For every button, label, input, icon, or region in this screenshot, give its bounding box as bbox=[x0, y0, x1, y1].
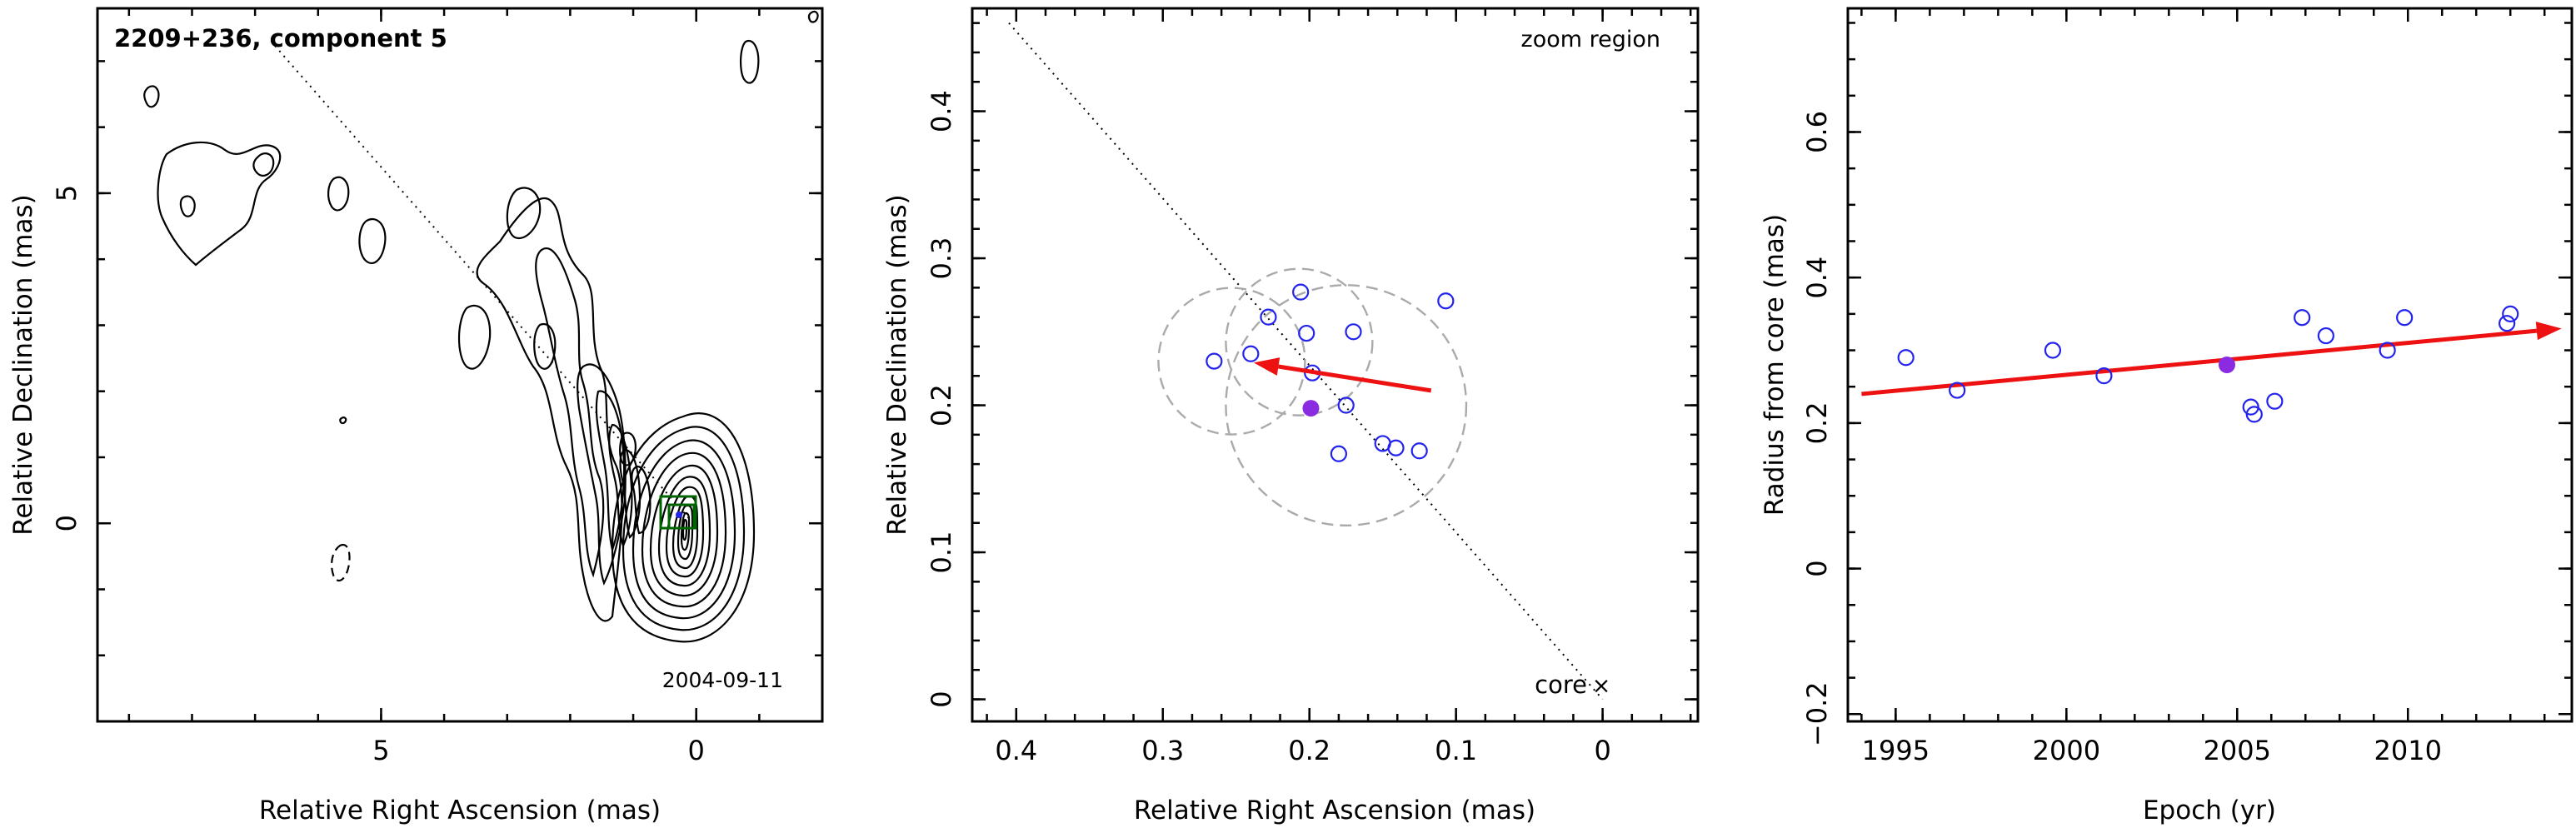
x-tick-label: 5 bbox=[372, 735, 389, 766]
core-marker: × bbox=[1592, 673, 1611, 699]
x-tick-label: 0.4 bbox=[995, 735, 1037, 766]
axis-ticks: 1995 2000 2005 2010 −0.2 0 0.2 0.4 0.6 bbox=[1801, 8, 2572, 766]
radius-point bbox=[2294, 309, 2311, 327]
y-axis-label: Relative Declination (mas) bbox=[882, 194, 912, 536]
x-tick-label: 0.1 bbox=[1435, 735, 1477, 766]
component-box bbox=[659, 495, 697, 530]
motion-arrow-head bbox=[1253, 357, 1281, 376]
x-tick-label: 2000 bbox=[2033, 735, 2100, 766]
radius-point bbox=[2502, 305, 2519, 322]
motion-arrow-shaft bbox=[1278, 364, 1432, 393]
y-tick-label: 0 bbox=[926, 691, 957, 707]
plot-frame bbox=[971, 7, 1700, 723]
radius-point bbox=[2044, 342, 2062, 359]
position-point bbox=[1298, 324, 1315, 342]
position-point bbox=[1345, 323, 1362, 341]
radius-point bbox=[2245, 406, 2263, 423]
fit-arrow-head bbox=[2535, 322, 2562, 341]
y-tick-label: 0.6 bbox=[1801, 111, 1833, 153]
x-tick-label: 2010 bbox=[2374, 735, 2442, 766]
x-tick-label: 1995 bbox=[1862, 735, 1930, 766]
zoom-plot-area bbox=[1008, 22, 1604, 701]
y-tick-label: 0.3 bbox=[926, 237, 957, 280]
x-tick-label: 2005 bbox=[2204, 735, 2271, 766]
axis-ticks: 0.4 0.3 0.2 0.1 0 0 0.1 0.2 0.3 0.4 bbox=[926, 8, 1698, 766]
outer-contours bbox=[143, 10, 819, 582]
uncertainty-circle bbox=[1157, 287, 1306, 436]
x-axis-label: Relative Right Ascension (mas) bbox=[1134, 796, 1535, 826]
y-tick-label: 0.4 bbox=[926, 90, 957, 132]
x-tick-label: 0.2 bbox=[1288, 735, 1330, 766]
y-tick-label: 0.1 bbox=[926, 531, 957, 574]
panel-radius-vs-epoch: 1995 2000 2005 2010 −0.2 0 0.2 0.4 0.6 Epoch (yr… bbox=[1760, 7, 2574, 826]
highlighted-epoch-point bbox=[1302, 400, 1320, 417]
x-axis-label: Relative Right Ascension (mas) bbox=[259, 796, 661, 826]
panel-contour-map: 2209+236, component 5 2004-09-11 5 0 5 0 Re… bbox=[8, 7, 824, 826]
radius-point bbox=[1897, 349, 1915, 367]
position-point bbox=[1292, 283, 1310, 301]
position-point bbox=[1387, 439, 1405, 456]
core-label: core bbox=[1535, 671, 1587, 699]
jet-contours bbox=[458, 187, 651, 622]
y-tick-label: 0 bbox=[1801, 560, 1833, 576]
x-tick-label: 0 bbox=[1594, 735, 1610, 766]
y-tick-label: 0.2 bbox=[926, 384, 957, 426]
uncertainty-circle bbox=[1225, 267, 1374, 416]
radius-point bbox=[2396, 309, 2414, 327]
x-axis-label: Epoch (yr) bbox=[2143, 796, 2276, 826]
radius-point bbox=[2499, 315, 2516, 332]
x-tick-label: 0.3 bbox=[1141, 735, 1184, 766]
y-tick-label: −0.2 bbox=[1801, 681, 1833, 746]
y-tick-label: 0 bbox=[51, 515, 82, 531]
position-point bbox=[1242, 345, 1260, 362]
radius-plot-area bbox=[1861, 305, 2562, 423]
y-tick-label: 0.2 bbox=[1801, 402, 1833, 444]
x-tick-label: 0 bbox=[688, 735, 705, 766]
axis-ticks: 5 0 5 0 bbox=[51, 8, 824, 766]
uncertainty-circle bbox=[1225, 284, 1468, 527]
panel-zoom-region: zoom region core × 0.4 0.3 0.2 0.1 000.10.20… bbox=[882, 7, 1700, 826]
fit-arrow-shaft bbox=[1861, 328, 2538, 397]
position-point bbox=[1437, 292, 1455, 310]
position-point bbox=[1410, 442, 1428, 460]
radius-point bbox=[2095, 367, 2113, 385]
position-point bbox=[1330, 445, 1347, 462]
zoom-label: zoom region bbox=[1521, 27, 1660, 52]
radius-point bbox=[2379, 342, 2396, 359]
position-point bbox=[1260, 308, 1277, 326]
chart-title: 2209+236, component 5 bbox=[114, 24, 447, 52]
y-axis-label: Radius from core (mas) bbox=[1760, 214, 1790, 516]
plot-frame bbox=[1846, 7, 2574, 723]
position-point bbox=[1206, 352, 1223, 370]
radius-point bbox=[2266, 392, 2284, 410]
radius-point bbox=[2317, 327, 2334, 345]
radius-point bbox=[1949, 382, 1966, 399]
highlighted-epoch-point bbox=[2218, 357, 2235, 373]
contour-map bbox=[143, 10, 819, 643]
plot-frame bbox=[96, 7, 824, 723]
epoch-label: 2004-09-11 bbox=[662, 668, 783, 692]
y-tick-label: 0.4 bbox=[1801, 257, 1833, 299]
y-tick-label: 5 bbox=[51, 185, 82, 202]
position-point bbox=[1337, 397, 1355, 414]
y-axis-label: Relative Declination (mas) bbox=[8, 194, 38, 536]
